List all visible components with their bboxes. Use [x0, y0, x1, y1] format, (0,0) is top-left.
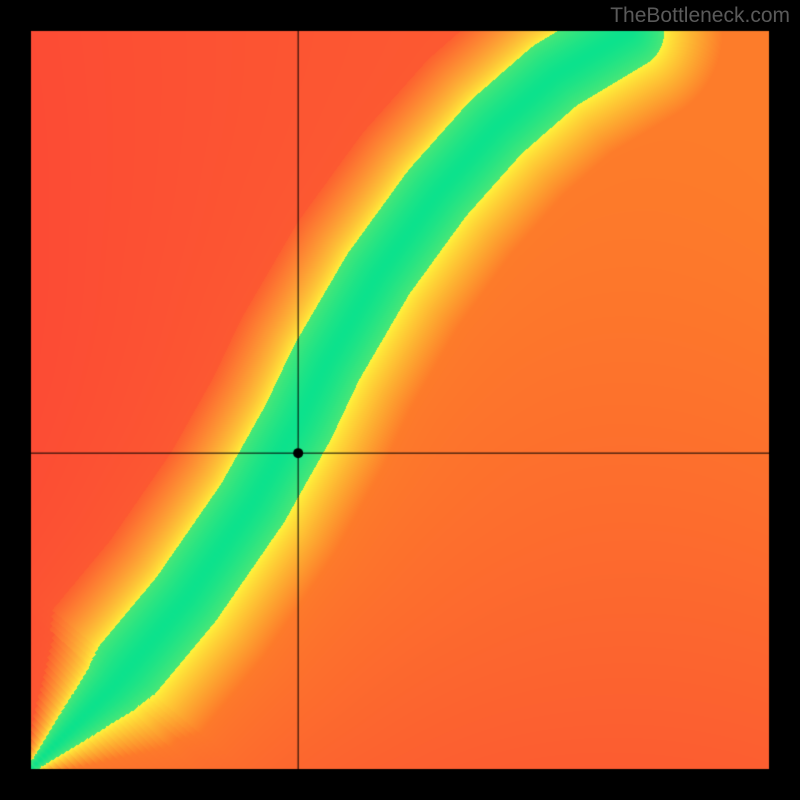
- chart-container: TheBottleneck.com: [0, 0, 800, 800]
- heatmap-canvas: [0, 0, 800, 800]
- watermark-text: TheBottleneck.com: [610, 4, 790, 28]
